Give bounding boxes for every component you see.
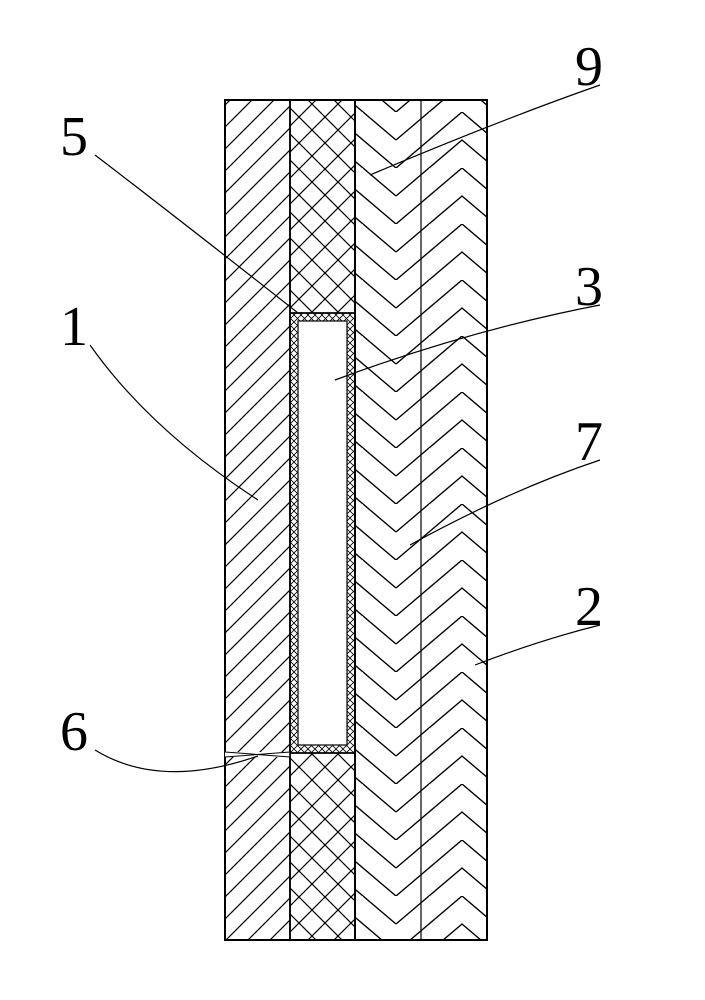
label-7: 7 (575, 410, 603, 474)
label-5: 5 (60, 105, 88, 169)
region-9-bottom (290, 753, 355, 940)
region-1 (225, 100, 290, 940)
label-1: 1 (60, 295, 88, 359)
diagram-container: 9 5 1 3 7 2 6 (0, 0, 705, 1000)
label-3: 3 (575, 255, 603, 319)
cavity-inner (298, 321, 347, 745)
label-2: 2 (575, 575, 603, 639)
label-9: 9 (575, 35, 603, 99)
region-9-top (290, 100, 355, 313)
diagram-svg (0, 0, 705, 1000)
label-6: 6 (60, 700, 88, 764)
